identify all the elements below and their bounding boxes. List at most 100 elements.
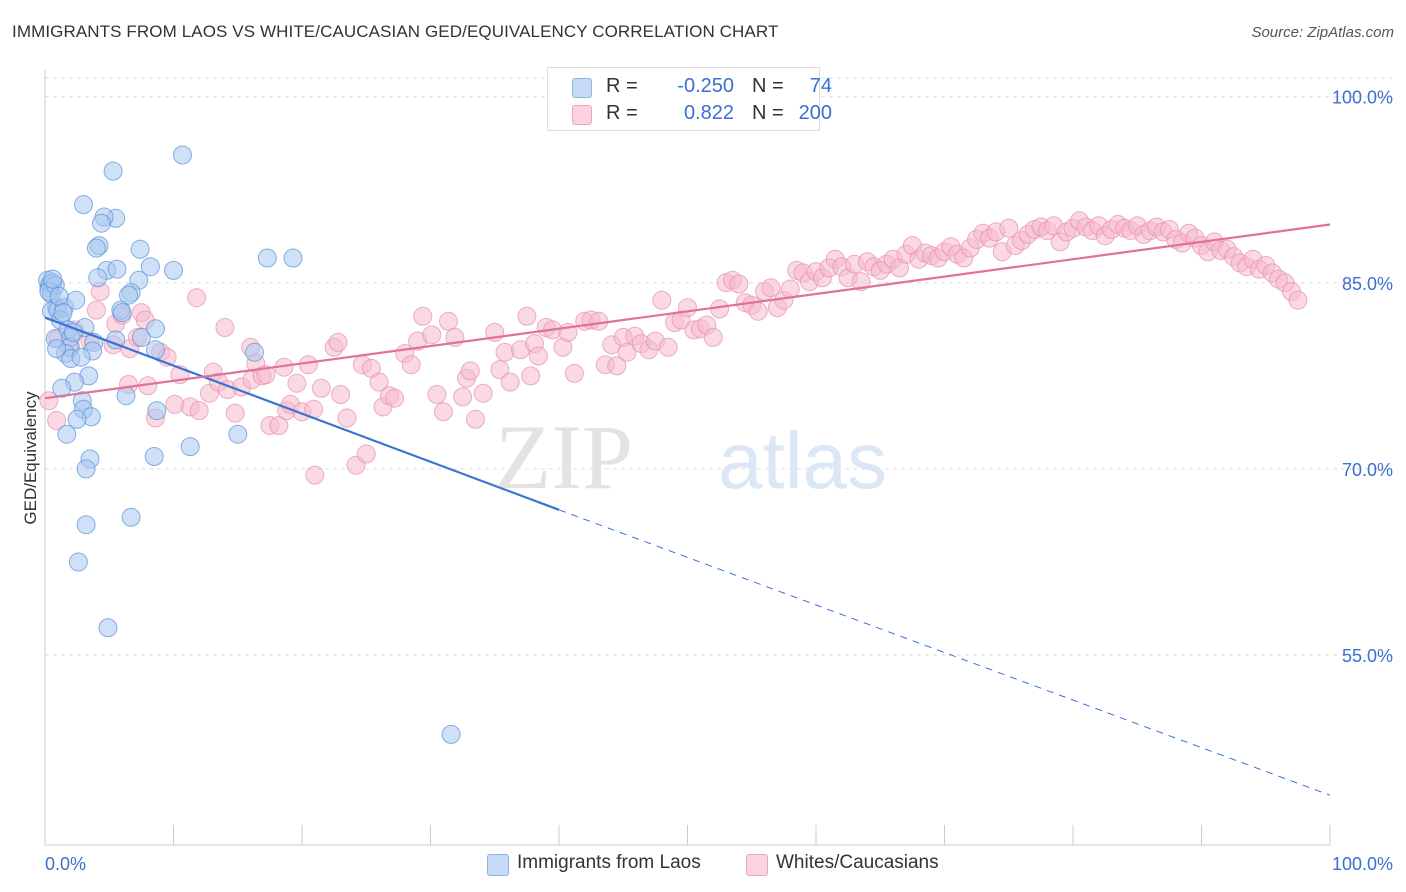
laos-point: [180, 437, 200, 457]
r-label: R =: [606, 75, 638, 97]
y-tick-label: 55.0%: [1342, 646, 1393, 666]
whites-point: [589, 311, 609, 331]
series-laos-points: [38, 145, 461, 744]
whites-point: [748, 301, 768, 321]
laos-point: [107, 259, 127, 279]
whites-point: [528, 346, 548, 366]
laos-point: [47, 339, 67, 359]
whites-point: [385, 388, 404, 408]
legend-swatch-whites: [746, 854, 768, 876]
whites-point: [851, 272, 871, 292]
whites-point: [86, 300, 106, 320]
r-label: R =: [606, 102, 638, 124]
laos-point: [52, 378, 72, 398]
laos-point: [228, 424, 248, 444]
whites-point: [500, 372, 520, 392]
whites-point: [356, 444, 376, 464]
watermark-zip: ZIP: [495, 406, 633, 508]
whites-point: [517, 306, 537, 326]
trend-line-laos: [44, 316, 560, 511]
whites-point: [466, 409, 485, 429]
laos-point: [103, 161, 123, 181]
tick-labels: 55.0% 70.0% 85.0% 100.0% 0.0% 100.0%: [45, 88, 1393, 874]
whites-point: [658, 337, 678, 357]
whites-point: [225, 403, 245, 423]
whites-point: [999, 218, 1019, 238]
whites-point: [703, 327, 723, 347]
chart-source: Source: ZipAtlas.com: [1251, 24, 1394, 41]
whites-point: [439, 311, 458, 331]
whites-point: [305, 465, 325, 485]
laos-point: [98, 618, 118, 638]
laos-point: [112, 303, 132, 323]
legend-swatch-whites: [572, 105, 592, 125]
legend-swatch-laos: [487, 854, 509, 876]
whites-point: [413, 306, 433, 326]
whites-point: [287, 373, 307, 393]
axes: [44, 70, 1331, 846]
whites-point: [187, 288, 207, 308]
laos-point: [53, 303, 73, 323]
whites-point: [298, 355, 318, 375]
laos-point: [140, 257, 160, 277]
legend-swatch-laos: [572, 78, 592, 98]
whites-point: [433, 402, 453, 422]
n-label: N =: [752, 75, 784, 97]
whites-point: [331, 385, 351, 404]
laos-point: [92, 213, 111, 233]
laos-point: [147, 401, 167, 421]
watermark-atlas: atlas: [718, 416, 887, 505]
whites-point: [47, 411, 67, 430]
laos-point: [86, 238, 106, 258]
whites-point: [729, 274, 749, 294]
laos-point: [144, 447, 164, 466]
whites-point: [678, 298, 697, 318]
laos-point: [146, 319, 165, 339]
trend-line-whites: [44, 223, 1331, 400]
whites-point: [495, 342, 515, 362]
whites-point: [564, 363, 584, 383]
laos-point: [68, 552, 88, 572]
laos-point: [67, 409, 87, 429]
laos-point: [71, 347, 91, 367]
whites-point: [337, 408, 357, 428]
laos-point: [74, 195, 93, 215]
n-label: N =: [752, 102, 784, 124]
whites-point: [427, 385, 447, 404]
whites-point: [256, 365, 276, 385]
whites-point: [460, 361, 480, 381]
whites-point: [422, 325, 442, 345]
r-value: -0.250: [677, 75, 734, 97]
whites-point: [401, 355, 421, 375]
whites-point: [607, 356, 627, 376]
laos-point: [245, 342, 264, 362]
bottom-legend: Immigrants from Laos Whites/Caucasians: [0, 852, 1406, 878]
stats-legend: R = -0.250 N = 74 R = 0.822 N = 200: [547, 67, 832, 131]
whites-point: [473, 383, 493, 403]
laos-point: [43, 269, 63, 289]
laos-point: [57, 424, 77, 444]
y-tick-label: 100.0%: [1332, 88, 1393, 108]
trend-lines: [44, 223, 1331, 796]
laos-point: [119, 285, 138, 305]
laos-point: [257, 248, 277, 268]
legend-label-whites: Whites/Caucasians: [776, 852, 939, 873]
series-whites-points: [39, 211, 1308, 485]
whites-point: [780, 279, 800, 299]
laos-point: [130, 239, 150, 259]
laos-point: [116, 386, 136, 406]
chart-title: IMMIGRANTS FROM LAOS VS WHITE/CAUCASIAN …: [12, 22, 779, 41]
laos-point: [49, 286, 69, 306]
y-tick-label: 70.0%: [1342, 460, 1393, 480]
laos-point: [121, 507, 141, 527]
whites-point: [490, 360, 510, 380]
r-value: 0.822: [683, 102, 734, 124]
trend-line-laos-extension: [558, 509, 1331, 796]
laos-point: [283, 248, 303, 268]
laos-point: [131, 327, 151, 347]
whites-point: [311, 378, 331, 398]
n-value: 200: [798, 102, 832, 124]
whites-point: [1288, 290, 1308, 310]
whites-point: [369, 372, 389, 392]
